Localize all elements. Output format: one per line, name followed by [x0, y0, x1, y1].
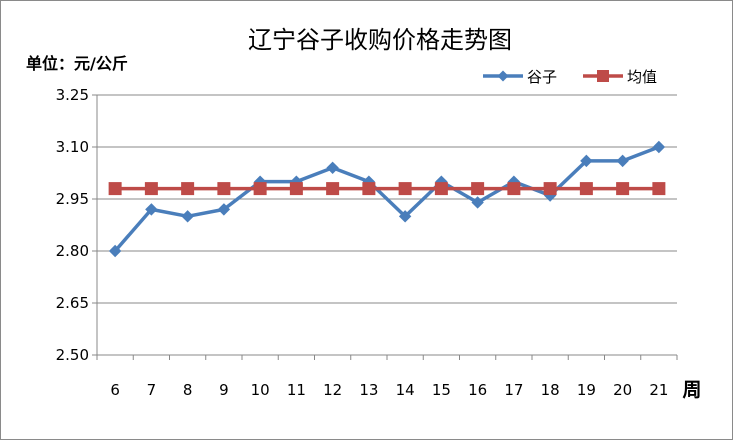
data-point — [580, 154, 593, 168]
y-tick-label: 3.10 — [56, 138, 89, 156]
x-tick-label: 7 — [147, 381, 157, 399]
data-point — [579, 182, 593, 196]
data-point — [217, 182, 231, 196]
axes — [92, 94, 678, 360]
data-point — [652, 140, 666, 154]
y-tick-label: 2.95 — [56, 190, 89, 208]
gridlines — [97, 94, 677, 304]
x-tick-label: 18 — [541, 381, 560, 399]
series-average — [108, 182, 666, 196]
legend-label: 均值 — [627, 68, 657, 86]
data-point — [616, 182, 630, 196]
x-tick-labels: 6 7 8 9 10 11 12 13 14 15 16 17 18 19 20 21 — [110, 381, 668, 399]
legend: 谷子 均值 — [483, 68, 657, 86]
legend-swatch-marker — [497, 70, 509, 82]
y-tick-label: 2.50 — [56, 346, 89, 364]
x-tick-label: 15 — [432, 381, 451, 399]
data-point — [362, 182, 376, 196]
data-point — [108, 244, 122, 258]
chart-title: 辽宁谷子收购价格走势图 — [248, 26, 512, 54]
data-point — [326, 182, 340, 196]
x-tick-label: 17 — [504, 381, 523, 399]
data-point — [289, 182, 303, 196]
data-point — [543, 182, 557, 196]
legend-label: 谷子 — [527, 68, 557, 86]
x-tick-label: 16 — [468, 381, 487, 399]
x-tick-label: 14 — [396, 381, 415, 399]
x-tick-label: 8 — [183, 381, 193, 399]
data-point — [181, 182, 195, 196]
data-point — [108, 182, 122, 196]
y-tick-label: 3.25 — [56, 86, 89, 104]
legend-swatch-marker — [597, 70, 609, 82]
data-point — [434, 182, 448, 196]
legend-item: 谷子 — [483, 68, 557, 86]
x-tick-label: 12 — [323, 381, 342, 399]
data-point — [507, 182, 521, 196]
x-tick-label: 19 — [577, 381, 596, 399]
x-tick-label: 21 — [649, 381, 668, 399]
data-point — [471, 182, 485, 196]
data-point — [471, 196, 484, 209]
data-point — [217, 203, 231, 216]
y-tick-label: 2.65 — [56, 294, 89, 312]
x-axis-label: 周 — [682, 379, 701, 401]
x-tick-label: 6 — [110, 381, 120, 399]
data-point — [398, 210, 412, 223]
y-axis-unit-label: 单位：元/公斤 — [26, 54, 128, 73]
data-point — [145, 203, 158, 216]
data-point — [144, 182, 158, 196]
data-point — [616, 154, 629, 168]
series — [108, 140, 666, 258]
x-tick-label: 10 — [251, 381, 270, 399]
data-point — [253, 182, 267, 196]
data-point — [326, 161, 339, 175]
data-point — [398, 182, 412, 196]
y-tick-labels: 2.50 2.65 2.80 2.95 3.10 3.25 — [56, 86, 89, 364]
x-tick-label: 9 — [219, 381, 229, 399]
x-tick-label: 13 — [359, 381, 378, 399]
legend-item: 均值 — [583, 68, 657, 86]
x-tick-label: 11 — [287, 381, 306, 399]
data-point — [652, 182, 666, 196]
data-point — [181, 210, 194, 223]
x-tick-label: 20 — [613, 381, 632, 399]
series-line — [113, 145, 660, 253]
y-tick-label: 2.80 — [56, 242, 89, 260]
series-millet — [108, 140, 666, 258]
